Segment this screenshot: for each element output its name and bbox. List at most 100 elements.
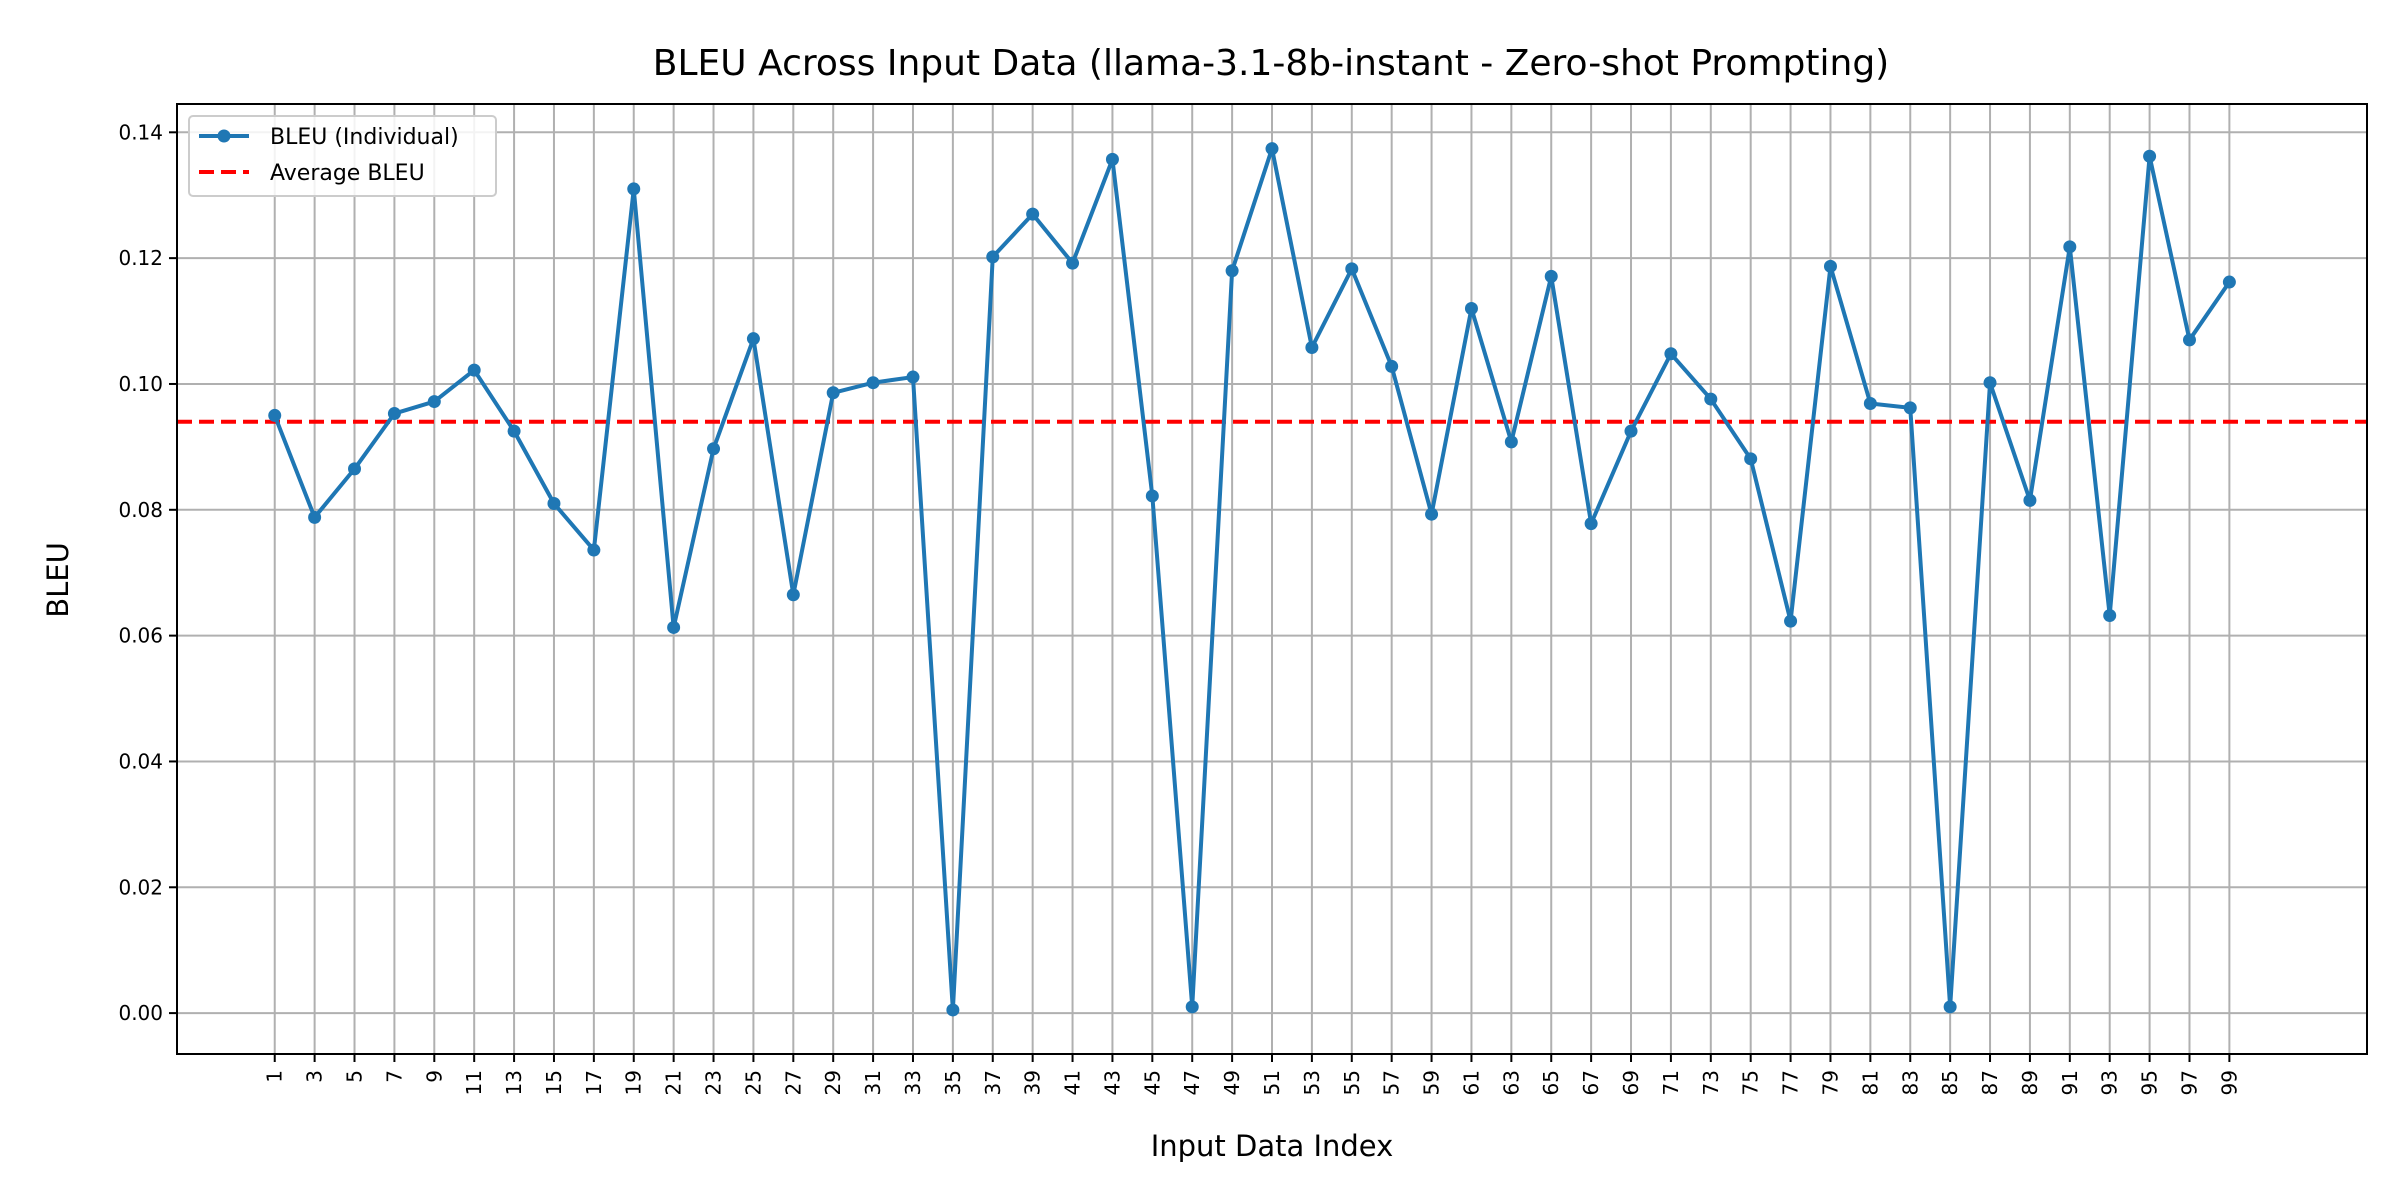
bleu-data-point <box>1823 259 1837 273</box>
bleu-data-point <box>1345 262 1359 276</box>
bleu-data-point <box>1105 152 1119 166</box>
x-tick-label: 95 <box>2138 1070 2162 1095</box>
bleu-data-point <box>427 395 441 409</box>
legend-marker-bleu <box>217 129 231 143</box>
x-tick-label: 31 <box>861 1070 885 1095</box>
bleu-data-point <box>906 370 920 384</box>
bleu-data-point <box>387 407 401 421</box>
bleu-data-point <box>308 510 322 524</box>
bleu-data-point <box>1385 359 1399 373</box>
y-tick-label: 0.02 <box>118 875 163 899</box>
y-tick-label: 0.06 <box>118 624 163 648</box>
x-tick-label: 17 <box>582 1070 606 1095</box>
bleu-data-point <box>1664 347 1678 361</box>
x-tick-label: 11 <box>462 1070 486 1095</box>
x-tick-label: 77 <box>1779 1070 1803 1095</box>
bleu-data-point <box>1066 256 1080 270</box>
x-tick-label: 15 <box>542 1070 566 1095</box>
bleu-data-point <box>268 408 282 422</box>
bleu-data-point <box>986 250 1000 264</box>
x-tick-label: 29 <box>821 1070 845 1095</box>
bleu-data-point <box>1145 489 1159 503</box>
x-tick-label: 45 <box>1140 1070 1164 1095</box>
y-tick-label: 0.12 <box>118 246 163 270</box>
x-tick-label: 51 <box>1260 1070 1284 1095</box>
x-tick-label: 83 <box>1898 1070 1922 1095</box>
legend-box <box>188 115 497 197</box>
bleu-data-point <box>1704 392 1718 406</box>
bleu-data-point <box>2023 493 2037 507</box>
y-tick-label: 0.00 <box>118 1001 163 1025</box>
x-tick-label: 79 <box>1818 1070 1842 1095</box>
y-tick-label: 0.08 <box>118 498 163 522</box>
x-tick-label: 23 <box>702 1070 726 1095</box>
bleu-data-point <box>746 332 760 346</box>
bleu-data-point <box>587 543 601 557</box>
x-tick-label: 5 <box>343 1070 367 1083</box>
y-axis-ticks: 0.00 0.02 0.04 0.06 0.08 0.10 0.12 0.14 <box>118 120 177 1025</box>
x-tick-label: 41 <box>1061 1070 1085 1095</box>
bleu-data-point <box>1305 340 1319 354</box>
legend-label-bleu: BLEU (Individual) <box>270 125 459 150</box>
x-tick-label: 85 <box>1938 1070 1962 1095</box>
x-tick-label: 73 <box>1699 1070 1723 1095</box>
x-tick-label: 1 <box>263 1070 287 1083</box>
bleu-data-point <box>1903 401 1917 415</box>
bleu-data-point <box>627 182 641 196</box>
x-axis-ticks: 1 3 5 7 9 11 13 15 17 19 21 23 25 27 29 31 33 35 37 39 41 43 4… <box>263 1054 2241 1095</box>
bleu-data-point <box>467 363 481 377</box>
bleu-data-point <box>2143 149 2157 163</box>
bleu-data-point <box>1544 269 1558 283</box>
x-tick-label: 21 <box>662 1070 686 1095</box>
bleu-data-point <box>786 588 800 602</box>
x-tick-label: 37 <box>981 1070 1005 1095</box>
x-tick-label: 81 <box>1858 1070 1882 1095</box>
x-tick-label: 69 <box>1619 1070 1643 1095</box>
x-tick-label: 33 <box>901 1070 925 1095</box>
series-layer <box>268 142 2236 1017</box>
bleu-data-point <box>1225 264 1239 278</box>
x-tick-label: 87 <box>1978 1070 2002 1095</box>
x-tick-label: 39 <box>1021 1070 1045 1095</box>
x-tick-label: 47 <box>1180 1070 1204 1095</box>
x-tick-label: 75 <box>1739 1070 1763 1095</box>
x-tick-label: 89 <box>2018 1070 2042 1095</box>
chart-title: BLEU Across Input Data (llama-3.1-8b-ins… <box>653 43 1889 84</box>
bleu-data-point <box>2103 608 2117 622</box>
x-tick-label: 67 <box>1579 1070 1603 1095</box>
bleu-data-point <box>1584 517 1598 531</box>
y-tick-label: 0.14 <box>118 120 163 144</box>
x-tick-label: 49 <box>1220 1070 1244 1095</box>
x-tick-label: 99 <box>2217 1070 2241 1095</box>
bleu-data-point <box>1863 396 1877 410</box>
bleu-data-point <box>667 620 681 634</box>
x-tick-label: 97 <box>2177 1070 2201 1095</box>
x-tick-label: 9 <box>422 1070 446 1083</box>
x-tick-label: 19 <box>622 1070 646 1095</box>
x-tick-label: 57 <box>1380 1070 1404 1095</box>
x-tick-label: 91 <box>2058 1070 2082 1095</box>
bleu-data-point <box>707 442 721 456</box>
x-tick-label: 65 <box>1539 1070 1563 1095</box>
bleu-data-point <box>866 376 880 390</box>
bleu-data-point <box>348 462 362 476</box>
bleu-data-point <box>946 1003 960 1017</box>
bleu-data-point <box>1425 507 1439 521</box>
x-tick-label: 93 <box>2098 1070 2122 1095</box>
bleu-data-point <box>1784 614 1798 628</box>
bleu-data-point <box>1185 1000 1199 1014</box>
grid-lines <box>177 104 2367 1054</box>
x-tick-label: 59 <box>1420 1070 1444 1095</box>
x-tick-label: 13 <box>502 1070 526 1095</box>
bleu-data-point <box>1624 424 1638 438</box>
bleu-data-point <box>507 424 521 438</box>
bleu-data-point <box>1983 376 1997 390</box>
x-tick-label: 55 <box>1340 1070 1364 1095</box>
legend: BLEU (Individual) Average BLEU <box>188 115 497 197</box>
x-tick-label: 71 <box>1659 1070 1683 1095</box>
bleu-data-point <box>1943 1000 1957 1014</box>
y-tick-label: 0.04 <box>118 749 163 773</box>
legend-label-average: Average BLEU <box>270 161 425 186</box>
